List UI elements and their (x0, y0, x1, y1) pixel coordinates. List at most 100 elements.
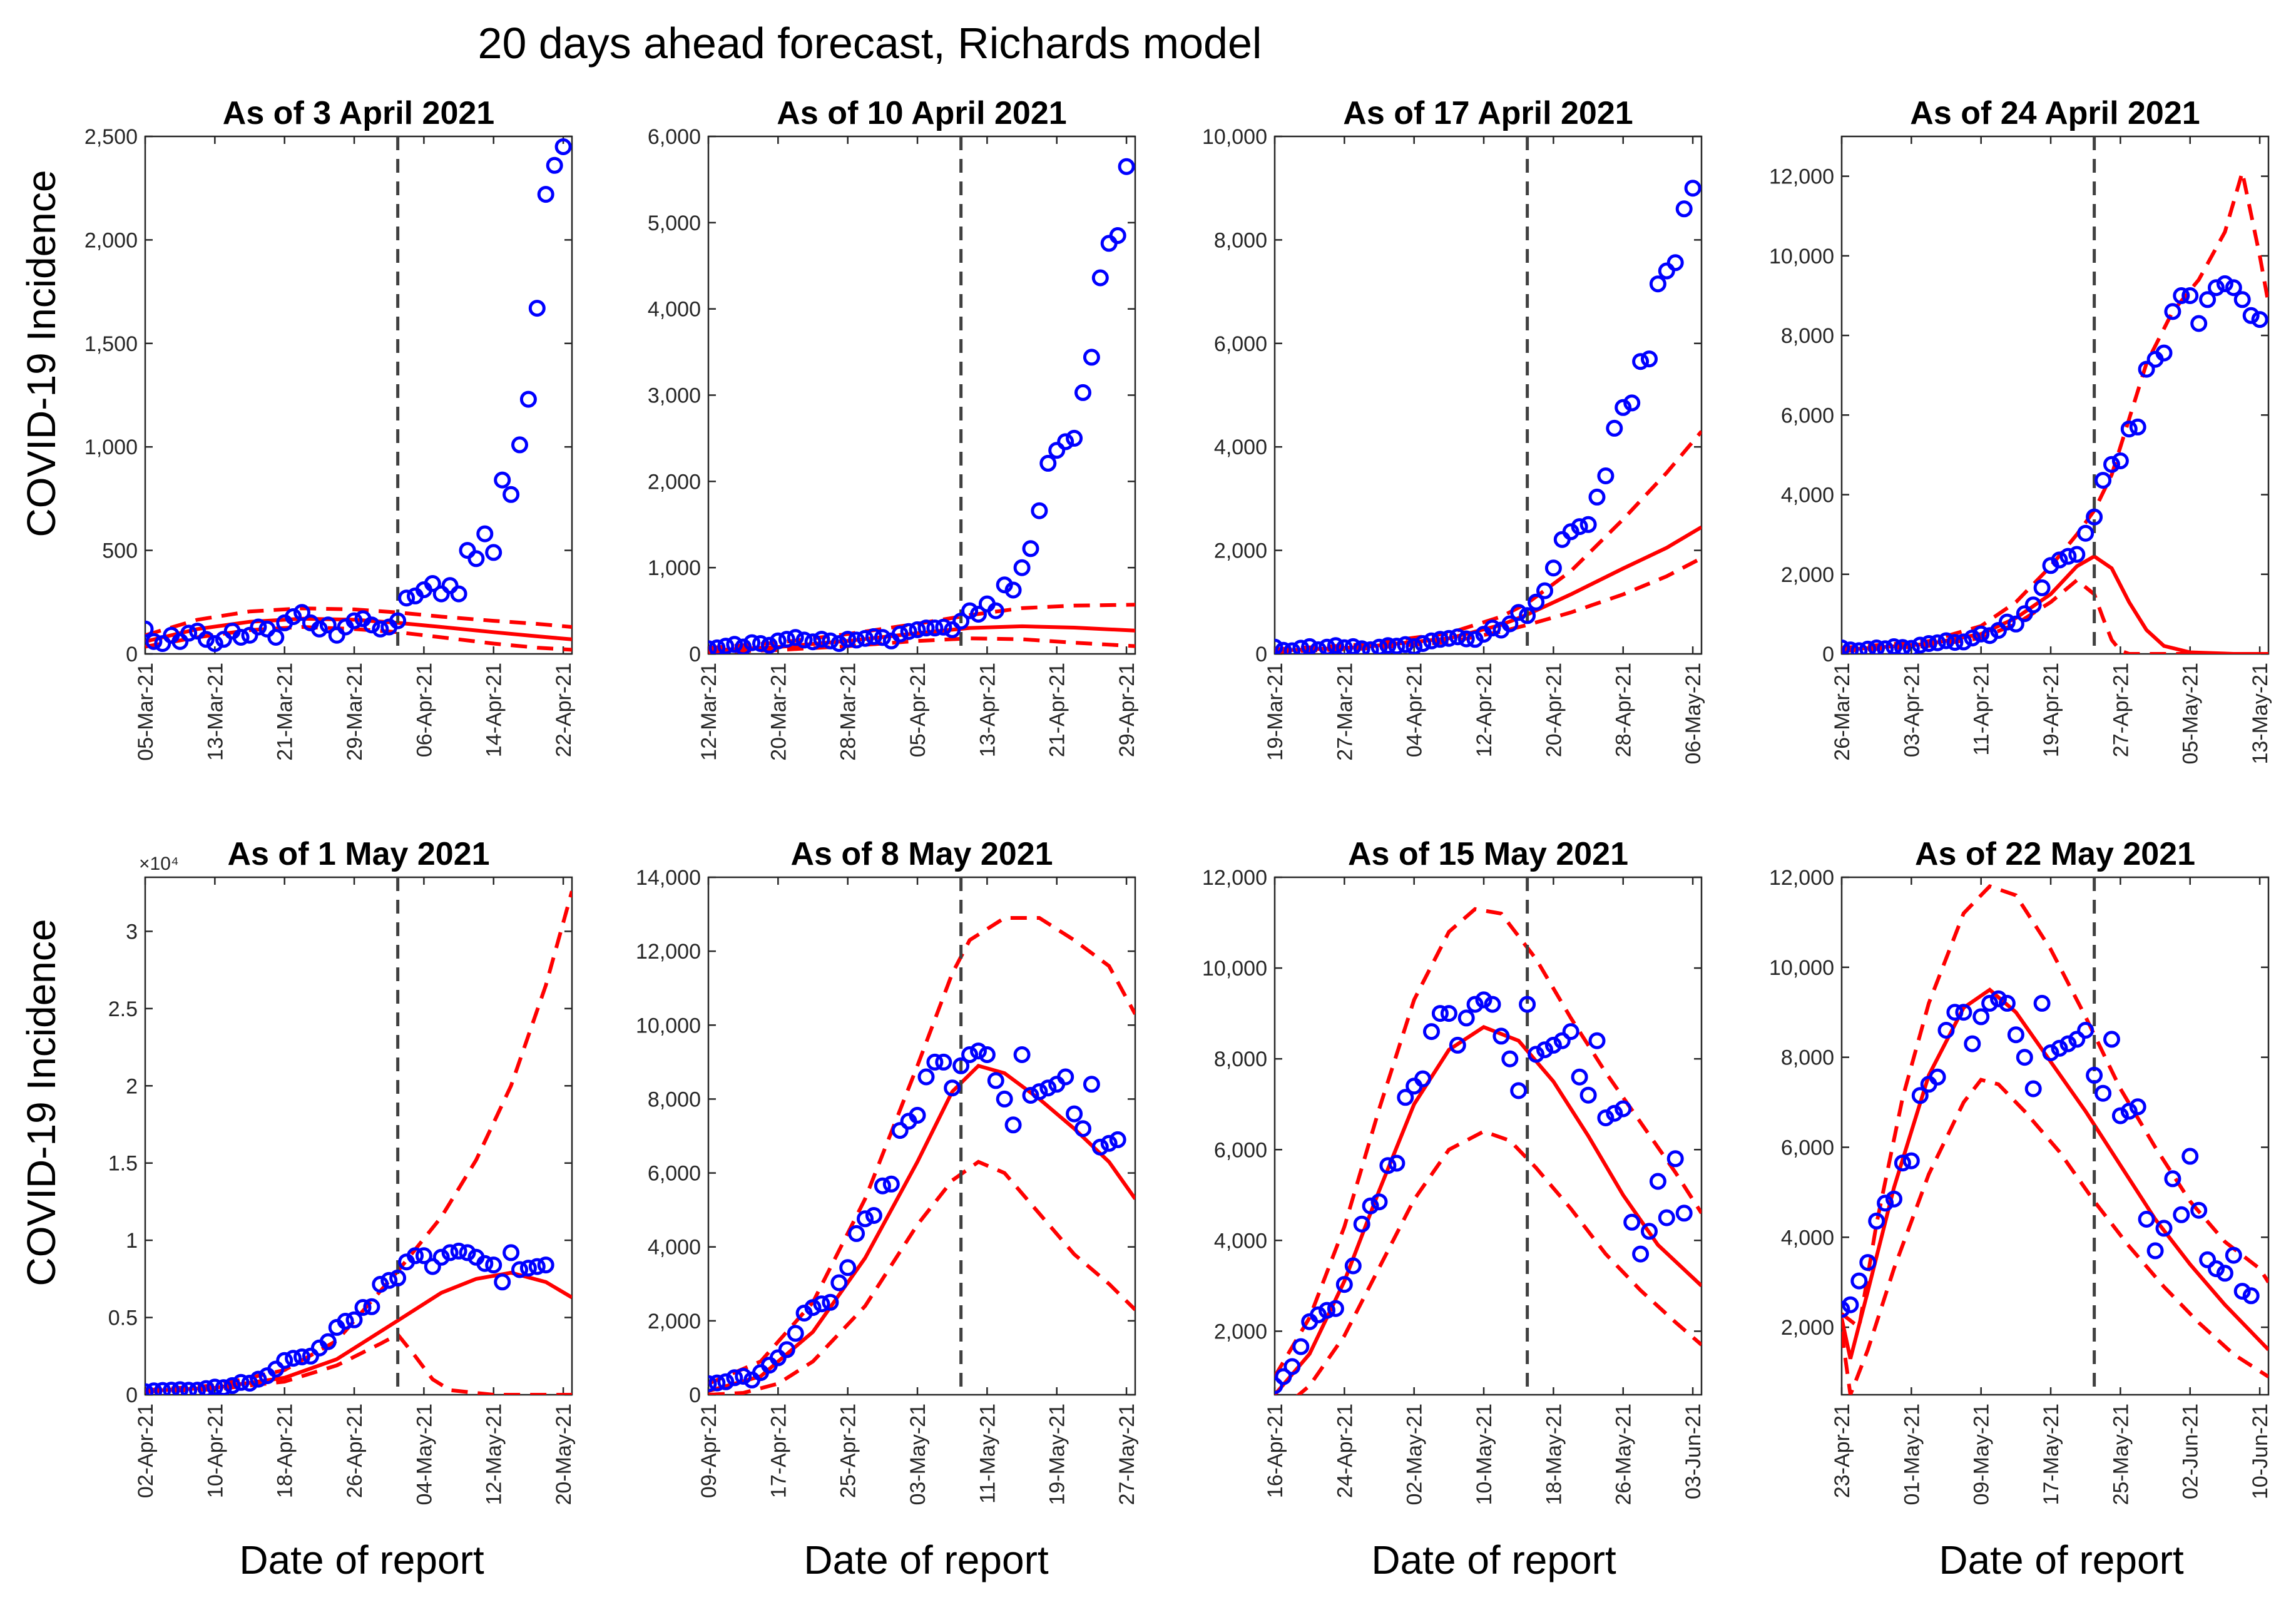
observed-point (1964, 629, 1981, 647)
y-tick-label: 2,500 (84, 125, 138, 149)
y-tick-label: 14,000 (636, 866, 701, 890)
x-tick-label: 22-Apr-21 (552, 663, 576, 757)
y-tick-label: 1,000 (648, 556, 701, 580)
ylabel-top-row: COVID-19 Incidence (19, 170, 64, 538)
y-tick-label: 0 (126, 643, 138, 666)
observed-point (752, 635, 769, 652)
observed-point (830, 635, 848, 652)
x-tick-label: 14-Apr-21 (482, 663, 506, 757)
observed-point (1579, 516, 1597, 533)
x-tick-label: 12-May-21 (482, 1404, 506, 1506)
axes-box (1273, 135, 1703, 655)
observed-point (1937, 1022, 1955, 1039)
observed-point (537, 186, 554, 203)
observed-point (1484, 996, 1501, 1013)
observed-point (2181, 287, 2199, 304)
observed-point (1275, 1368, 1292, 1385)
plot-area (1275, 877, 1702, 1395)
observed-point (223, 1377, 241, 1394)
observed-point (2242, 307, 2260, 324)
observed-point (1972, 625, 1990, 643)
observed-point (1362, 1197, 1379, 1215)
observed-point (1868, 1212, 1885, 1230)
observed-point (2208, 279, 2225, 297)
observed-point (1074, 1120, 1091, 1138)
observed-point (2129, 418, 2146, 436)
y-tick-label: 12,000 (1202, 866, 1267, 890)
y-tick-label: 10,000 (1769, 245, 1834, 268)
y-tick-label: 3 (126, 920, 138, 944)
lower-bound-line (708, 636, 1135, 654)
observed-point (1632, 353, 1650, 370)
observed-point (1606, 419, 1623, 437)
observed-point (380, 1271, 398, 1289)
x-tick-label: 25-Apr-21 (837, 1404, 860, 1498)
x-tick-label: 20-May-21 (552, 1404, 576, 1506)
x-tick-label: 09-Apr-21 (697, 1404, 721, 1498)
x-tick-label: 11-May-21 (976, 1404, 999, 1504)
lower-bound-line (1842, 1078, 2268, 1395)
observed-point (2199, 1251, 2217, 1268)
observed-point (2068, 546, 2086, 563)
observed-point (1066, 1105, 1083, 1123)
x-tick-label: 24-Apr-21 (1333, 1404, 1357, 1498)
observed-point (197, 1380, 215, 1395)
observed-point (1632, 1245, 1650, 1263)
x-tick-label: 16-Apr-21 (1263, 1404, 1287, 1498)
observed-point (804, 633, 822, 651)
observed-point (1877, 640, 1894, 654)
observed-point (935, 1053, 952, 1071)
observed-point (441, 577, 459, 594)
observed-point (839, 631, 857, 648)
observed-point (1310, 1306, 1327, 1323)
observed-point (494, 1273, 511, 1291)
y-tick-label: 10,000 (636, 1014, 701, 1037)
observed-point (987, 602, 1004, 619)
observed-point (485, 1256, 503, 1274)
observed-point (978, 1046, 996, 1063)
panels: As of 3 April 2021 0 500 1,000 1,500 2,000 2,5… (84, 95, 2272, 1506)
observed-point (276, 1352, 293, 1369)
y-tick-label: 5,000 (648, 211, 701, 235)
observed-point (554, 138, 572, 155)
x-tick-label: 01-May-21 (1900, 1404, 1924, 1506)
y-tick-label: 2,000 (1781, 563, 1834, 587)
observed-point (1335, 639, 1353, 654)
observed-point (1998, 994, 2016, 1012)
observed-point (2103, 456, 2120, 473)
observed-point (2173, 287, 2190, 304)
plot-area (708, 877, 1135, 1395)
observed-point (1972, 1008, 1990, 1026)
observed-point (459, 1244, 476, 1261)
observed-point (2086, 508, 2103, 526)
observed-point (1894, 639, 1911, 654)
observed-point (1902, 1152, 1920, 1169)
observed-point (1571, 518, 1588, 536)
observed-point (546, 156, 563, 174)
observed-point (1275, 1377, 1283, 1394)
observed-point (1510, 604, 1528, 621)
observed-point (1362, 641, 1379, 654)
observed-point (996, 1090, 1013, 1108)
observed-point (1440, 1005, 1457, 1022)
xlabel-col-2: Date of report (804, 1537, 1049, 1582)
observed-point (1057, 433, 1074, 451)
y-tick-label: 0 (126, 1383, 138, 1407)
observed-point (917, 619, 935, 637)
xlabel-col-3: Date of report (1371, 1537, 1616, 1582)
observed-point (717, 1373, 735, 1390)
observed-point (215, 1379, 232, 1395)
observed-point (1666, 1150, 1684, 1168)
x-tick-label: 19-Apr-21 (2039, 663, 2063, 757)
observed-point (952, 613, 970, 630)
y-tick-label: 500 (102, 539, 138, 563)
observed-point (769, 632, 787, 650)
observed-point (2077, 524, 2094, 542)
observed-point (1519, 607, 1536, 624)
observed-point (2164, 303, 2181, 320)
observed-point (1544, 559, 1562, 577)
observed-point (2120, 1103, 2138, 1120)
observed-point (1022, 540, 1039, 558)
observed-point (1842, 1300, 1850, 1318)
observed-point (2181, 1148, 2199, 1165)
